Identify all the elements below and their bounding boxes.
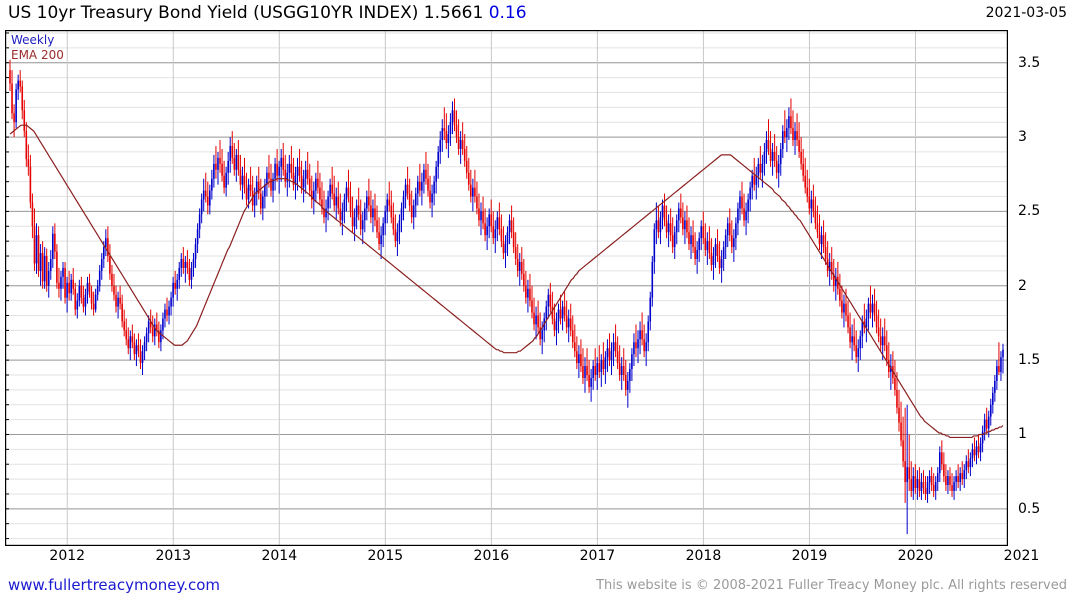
price-change: 0.16 [488,3,527,23]
y-axis-tick-label: 1.5 [1018,352,1041,369]
instrument-name: US 10yr Treasury Bond Yield (USGG10YR IN… [8,3,419,23]
price-chart[interactable] [5,30,1008,546]
x-axis-labels: 2012 2013 2014 2015 2016 2017 2018 2019 2020 2021 [0,548,1075,570]
y-axis-labels: 0.5 1 1.5 2 2.5 3 3.5 [1012,30,1072,546]
y-axis-tick-label: 1 [1018,426,1027,443]
page-title: US 10yr Treasury Bond Yield (USGG10YR IN… [8,3,527,23]
site-url[interactable]: www.fullertreacymoney.com [8,576,221,594]
x-axis-tick-label: 2012 [49,548,86,564]
x-axis-tick-label: 2013 [155,548,192,564]
chart-footer: www.fullertreacymoney.com This website i… [0,574,1075,600]
x-axis-tick-label: 2014 [261,548,298,564]
y-axis-tick-label: 3 [1018,129,1027,146]
candlestick-series [9,59,1004,535]
copyright-notice: This website is © 2008-2021 Fuller Treac… [596,578,1067,593]
chart-header: US 10yr Treasury Bond Yield (USGG10YR IN… [0,0,1075,28]
last-price: 1.5661 [423,3,484,23]
ema-200-line [9,124,1004,439]
x-axis-tick-label: 2015 [367,548,404,564]
y-axis-tick-label: 2 [1018,277,1027,294]
x-axis-tick-label: 2017 [579,548,616,564]
chart-canvas[interactable] [5,30,1008,546]
y-axis-tick-label: 2.5 [1018,203,1041,220]
x-axis-tick-label: 2020 [897,548,934,564]
x-axis-tick-label: 2016 [473,548,510,564]
x-axis-tick-label: 2021 [1003,548,1040,564]
legend-series-label: Weekly [11,33,55,47]
x-axis-tick-label: 2018 [685,548,722,564]
x-axis-tick-label: 2019 [791,548,828,564]
legend-overlay-label: EMA 200 [11,48,64,62]
as-of-date: 2021-03-05 [985,5,1067,21]
y-axis-tick-label: 3.5 [1018,54,1041,71]
y-axis-tick-label: 0.5 [1018,500,1041,517]
